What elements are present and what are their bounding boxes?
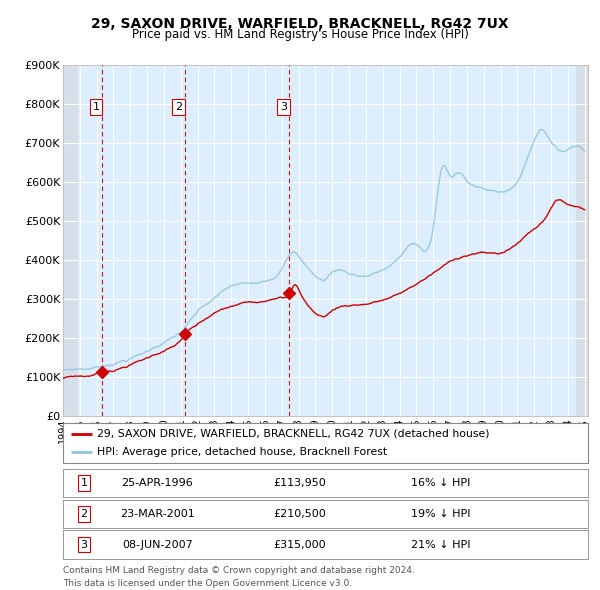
Text: HPI: Average price, detached house, Bracknell Forest: HPI: Average price, detached house, Brac… xyxy=(97,447,387,457)
Bar xyxy=(63,65,79,416)
Bar xyxy=(576,65,588,416)
Text: 21% ↓ HPI: 21% ↓ HPI xyxy=(411,540,471,549)
Text: 3: 3 xyxy=(80,540,88,549)
Text: Contains HM Land Registry data © Crown copyright and database right 2024.: Contains HM Land Registry data © Crown c… xyxy=(63,566,415,575)
Text: £210,500: £210,500 xyxy=(273,509,326,519)
Text: 25-APR-1996: 25-APR-1996 xyxy=(122,478,193,488)
Text: 2: 2 xyxy=(175,102,182,112)
Text: £113,950: £113,950 xyxy=(273,478,326,488)
Text: Price paid vs. HM Land Registry's House Price Index (HPI): Price paid vs. HM Land Registry's House … xyxy=(131,28,469,41)
Text: 19% ↓ HPI: 19% ↓ HPI xyxy=(411,509,471,519)
Bar xyxy=(576,65,588,416)
Text: 08-JUN-2007: 08-JUN-2007 xyxy=(122,540,193,549)
Text: 29, SAXON DRIVE, WARFIELD, BRACKNELL, RG42 7UX: 29, SAXON DRIVE, WARFIELD, BRACKNELL, RG… xyxy=(91,17,509,31)
Text: This data is licensed under the Open Government Licence v3.0.: This data is licensed under the Open Gov… xyxy=(63,579,352,588)
Bar xyxy=(63,65,79,416)
Text: 29, SAXON DRIVE, WARFIELD, BRACKNELL, RG42 7UX (detached house): 29, SAXON DRIVE, WARFIELD, BRACKNELL, RG… xyxy=(97,429,490,439)
Text: 2: 2 xyxy=(80,509,88,519)
Text: 3: 3 xyxy=(280,102,287,112)
Text: 16% ↓ HPI: 16% ↓ HPI xyxy=(412,478,470,488)
Text: £315,000: £315,000 xyxy=(273,540,326,549)
Text: 1: 1 xyxy=(80,478,88,488)
Text: 1: 1 xyxy=(92,102,100,112)
Text: 23-MAR-2001: 23-MAR-2001 xyxy=(120,509,195,519)
